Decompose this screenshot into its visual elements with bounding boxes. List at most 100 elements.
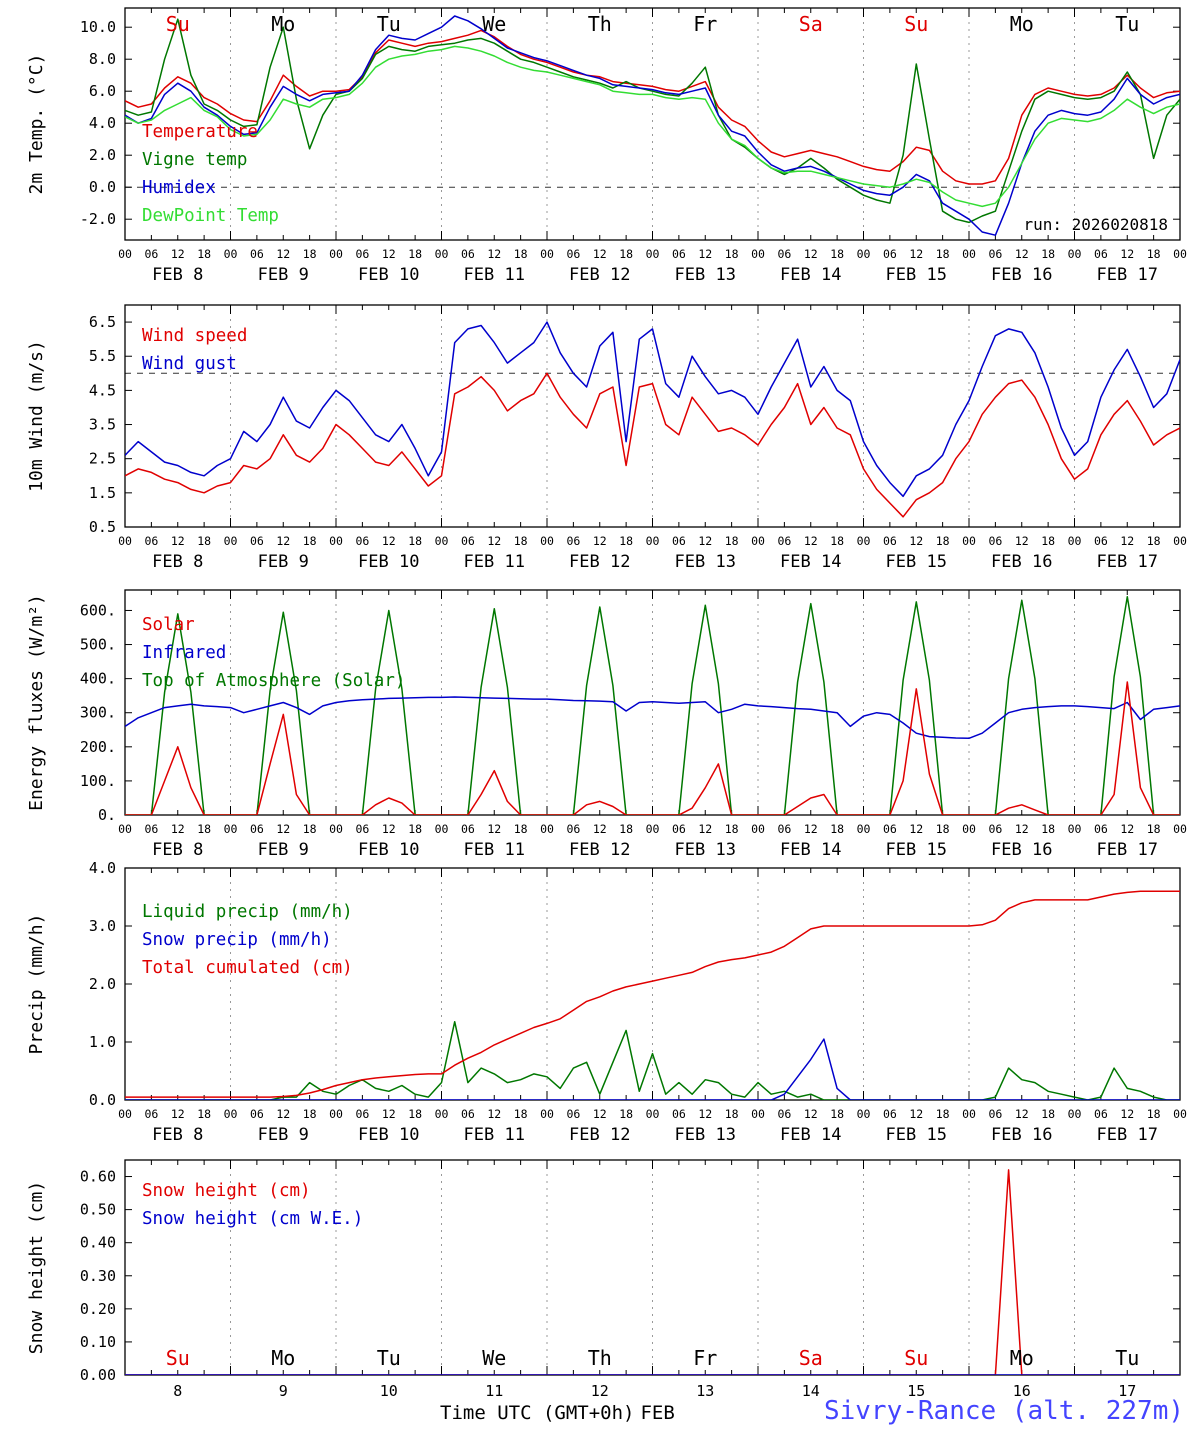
date-label: FEB 12: [569, 552, 630, 572]
hour-tick-label: 06: [883, 534, 897, 548]
hour-tick-label: 12: [1120, 1107, 1134, 1121]
hour-tick-label: 06: [461, 534, 475, 548]
y-tick-label: 8.0: [89, 50, 116, 68]
date-label: FEB 15: [886, 1125, 947, 1145]
hour-tick-label: 06: [777, 534, 791, 548]
hour-tick-label: 00: [1173, 247, 1187, 261]
day-label-bottom: Mo: [271, 1346, 295, 1370]
hour-tick-label: 12: [1120, 534, 1134, 548]
hour-tick-label: 00: [751, 534, 765, 548]
hour-tick-label: 06: [672, 1107, 686, 1121]
hour-tick-label: 06: [1094, 822, 1108, 836]
date-label: FEB 10: [358, 840, 419, 860]
hour-tick-label: 00: [224, 1107, 238, 1121]
hour-tick-label: 06: [144, 1107, 158, 1121]
hour-tick-label: 00: [540, 822, 554, 836]
date-label: FEB 12: [569, 1125, 630, 1145]
day-number: 8: [173, 1382, 182, 1400]
date-label: FEB 11: [464, 265, 525, 285]
y-tick-label: 0.0: [89, 1091, 116, 1109]
hour-tick-label: 06: [144, 247, 158, 261]
date-label: FEB 17: [1097, 840, 1158, 860]
hour-tick-label: 12: [1015, 247, 1029, 261]
hour-tick-label: 18: [936, 822, 950, 836]
hour-tick-label: 18: [303, 534, 317, 548]
legend-wind-1: Wind gust: [142, 354, 237, 374]
y-axis-title-wind: 10m Wind (m/s): [26, 340, 47, 492]
hour-tick-label: 18: [830, 247, 844, 261]
day-label-bottom: Th: [588, 1346, 612, 1370]
date-label: FEB 17: [1097, 552, 1158, 572]
series-liquid-precip: [125, 1020, 1180, 1100]
hour-tick-label: 00: [329, 534, 343, 548]
series-dewpoint-temp: [125, 45, 1180, 208]
hour-tick-label: 00: [857, 1107, 871, 1121]
hour-tick-label: 00: [751, 1107, 765, 1121]
hour-tick-label: 06: [1094, 247, 1108, 261]
hour-tick-label: 12: [909, 822, 923, 836]
hour-tick-label: 18: [725, 534, 739, 548]
hour-tick-label: 06: [355, 534, 369, 548]
hour-tick-label: 00: [435, 247, 449, 261]
hour-tick-label: 00: [435, 822, 449, 836]
hour-tick-label: 12: [382, 534, 396, 548]
hour-tick-label: 00: [118, 247, 132, 261]
hour-tick-label: 06: [461, 247, 475, 261]
hour-tick-label: 18: [197, 1107, 211, 1121]
y-tick-label: 3.0: [89, 917, 116, 935]
hour-tick-label: 00: [435, 1107, 449, 1121]
hour-tick-label: 00: [1068, 247, 1082, 261]
hour-tick-label: 00: [1173, 1107, 1187, 1121]
date-label: FEB 13: [675, 265, 736, 285]
y-tick-label: 6.0: [89, 82, 116, 100]
hour-tick-label: 18: [1147, 247, 1161, 261]
hour-tick-label: 00: [962, 534, 976, 548]
date-label: FEB 10: [358, 552, 419, 572]
hour-tick-label: 06: [250, 1107, 264, 1121]
legend-precip-1: Snow precip (mm/h): [142, 930, 332, 950]
date-label: FEB 15: [886, 265, 947, 285]
y-tick-label: 0.50: [80, 1201, 116, 1219]
hour-tick-label: 06: [672, 822, 686, 836]
y-tick-label: 400.: [80, 670, 116, 688]
day-label-top: Sa: [799, 12, 823, 36]
hour-tick-label: 12: [487, 534, 501, 548]
date-label: FEB 13: [675, 840, 736, 860]
hour-tick-label: 06: [777, 822, 791, 836]
day-label-top: Mo: [271, 12, 295, 36]
hour-tick-label: 00: [962, 1107, 976, 1121]
hour-tick-label: 18: [408, 247, 422, 261]
legend-precip-0: Liquid precip (mm/h): [142, 902, 353, 922]
y-tick-label: 1.5: [89, 484, 116, 502]
y-tick-label: 0.0: [89, 178, 116, 196]
model-credit: MARv3.14 model forced by GFS (c) Lab. of…: [4, 1396, 401, 1440]
hour-tick-label: 06: [355, 1107, 369, 1121]
series-humidex: [125, 15, 1180, 236]
hour-tick-label: 06: [777, 247, 791, 261]
hour-tick-label: 06: [988, 247, 1002, 261]
hour-tick-label: 18: [1041, 822, 1055, 836]
date-label: FEB 9: [258, 1125, 309, 1145]
day-number: 12: [591, 1382, 609, 1400]
hour-tick-label: 00: [224, 534, 238, 548]
day-number: 13: [696, 1382, 714, 1400]
hour-tick-label: 18: [1147, 534, 1161, 548]
date-label: FEB 11: [464, 1125, 525, 1145]
hour-tick-label: 00: [540, 247, 554, 261]
date-label: FEB 14: [780, 265, 841, 285]
hour-tick-label: 18: [830, 1107, 844, 1121]
date-label: FEB 9: [258, 840, 309, 860]
hour-tick-label: 18: [619, 1107, 633, 1121]
date-label: FEB 11: [464, 840, 525, 860]
y-axis-title-energy: Energy fluxes (W/m²): [26, 594, 47, 811]
hour-tick-label: 06: [144, 534, 158, 548]
hour-tick-label: 18: [830, 534, 844, 548]
y-tick-label: -2.0: [80, 210, 116, 228]
hour-tick-label: 12: [909, 1107, 923, 1121]
date-label: FEB 14: [780, 840, 841, 860]
series-wind-gust: [125, 321, 1180, 498]
series-snow-height: [125, 1169, 1180, 1375]
station-label: Sivry-Rance (alt. 227m): [823, 1396, 1184, 1426]
